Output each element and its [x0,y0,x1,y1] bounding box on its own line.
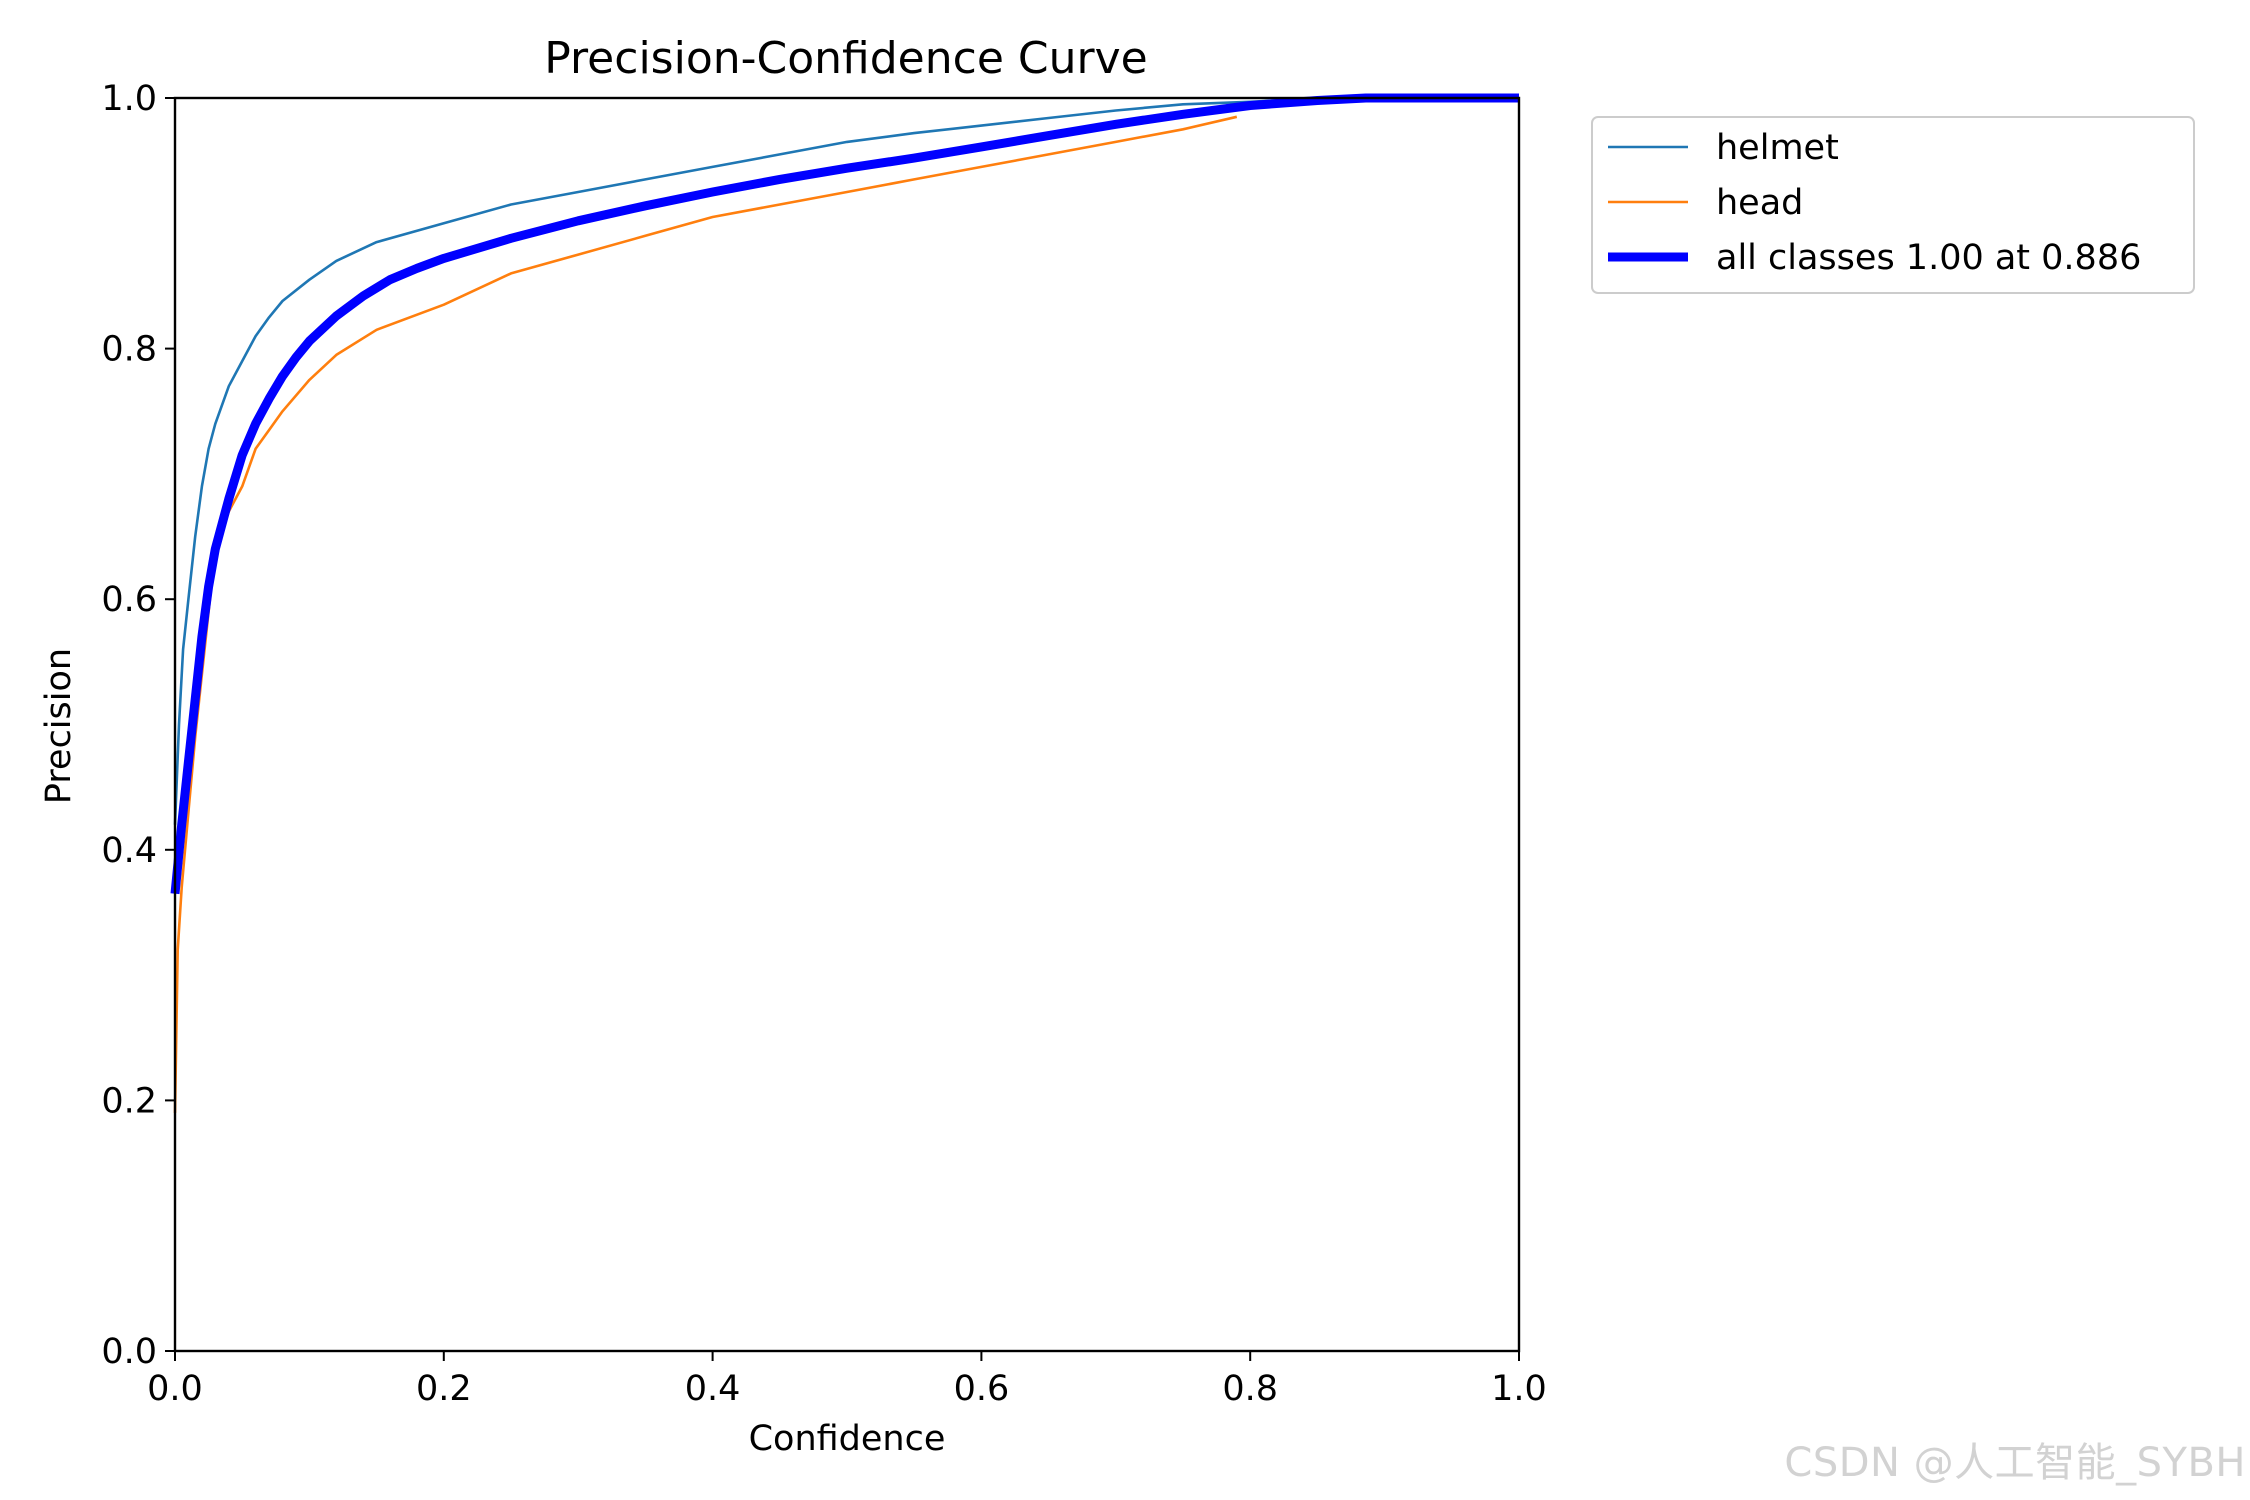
x-tick-label: 0.6 [954,1369,1010,1409]
x-axis-label: Confidence [749,1419,946,1459]
legend-label: all classes 1.00 at 0.886 [1716,238,2141,278]
curves-layer [170,93,1519,1113]
y-axis-label: Precision [39,648,79,804]
legend-label: helmet [1716,128,1839,168]
y-tick-label: 1.0 [101,79,157,119]
legend-items: helmet head all classes 1.00 at 0.886 [1608,128,2141,278]
x-tick-label: 0.8 [1222,1369,1278,1409]
series-line-1 [173,96,1519,825]
x-axis-ticks: 0.0 0.2 0.4 0.6 0.8 1.0 [147,1351,1547,1409]
y-tick-label: 0.6 [101,580,157,620]
y-tick-label: 0.0 [101,1332,157,1372]
x-tick-label: 1.0 [1491,1369,1547,1409]
plot-frame [173,96,1521,1353]
x-tick-label: 0.0 [147,1369,203,1409]
y-tick-label: 0.8 [101,330,157,370]
series-line-3 [170,93,1519,895]
watermark-text: CSDN @人工智能_SYBH [1784,1440,2246,1486]
chart-title: Precision-Confidence Curve [544,33,1147,84]
x-tick-label: 0.2 [416,1369,472,1409]
y-tick-label: 0.4 [101,831,157,871]
series-line-2 [173,115,1238,1113]
x-tick-label: 0.4 [685,1369,741,1409]
y-axis-ticks: 0.0 0.2 0.4 0.6 0.8 1.0 [101,79,175,1372]
y-tick-label: 0.2 [101,1081,157,1121]
legend-box [1591,116,2195,294]
legend-label: head [1716,183,1803,223]
legend: helmet head all classes 1.00 at 0.886 [1591,116,2195,294]
